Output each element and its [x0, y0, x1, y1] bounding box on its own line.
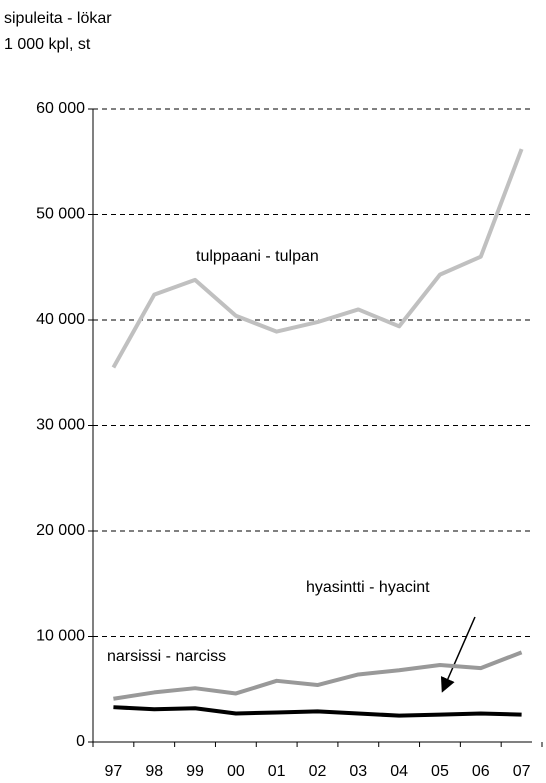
- x-tick-label: 00: [227, 763, 245, 780]
- arrow: [440, 616, 476, 693]
- y-tick-label: 10 000: [36, 628, 85, 645]
- y-tick-label: 60 000: [36, 100, 85, 117]
- series-line: [111, 148, 524, 369]
- y-tick-label: 30 000: [36, 417, 85, 434]
- x-tick-label: 06: [472, 763, 490, 780]
- x-tick-label: 98: [145, 763, 163, 780]
- y-tick-label: 0: [76, 733, 85, 750]
- x-tick-label: 05: [431, 763, 449, 780]
- series-line: [113, 650, 523, 701]
- series-line: [113, 705, 522, 718]
- series-label: tulppaani - tulpan: [196, 248, 319, 265]
- y-tick-label: 50 000: [36, 206, 85, 223]
- x-tick-label: 99: [186, 763, 204, 780]
- chart-title: sipuleita - lökar: [4, 10, 112, 27]
- series-label: hyasintti - hyacint: [306, 579, 430, 596]
- y-tick-label: 20 000: [36, 522, 85, 539]
- x-tick-label: 03: [349, 763, 367, 780]
- series-label: narsissi - narciss: [107, 648, 226, 665]
- x-tick-label: 07: [513, 763, 531, 780]
- x-tick-label: 04: [390, 763, 408, 780]
- chart-subtitle: 1 000 kpl, st: [4, 36, 91, 53]
- x-tick-label: 02: [309, 763, 327, 780]
- y-tick-label: 40 000: [36, 311, 85, 328]
- x-tick-label: 97: [105, 763, 123, 780]
- x-tick-label: 01: [268, 763, 286, 780]
